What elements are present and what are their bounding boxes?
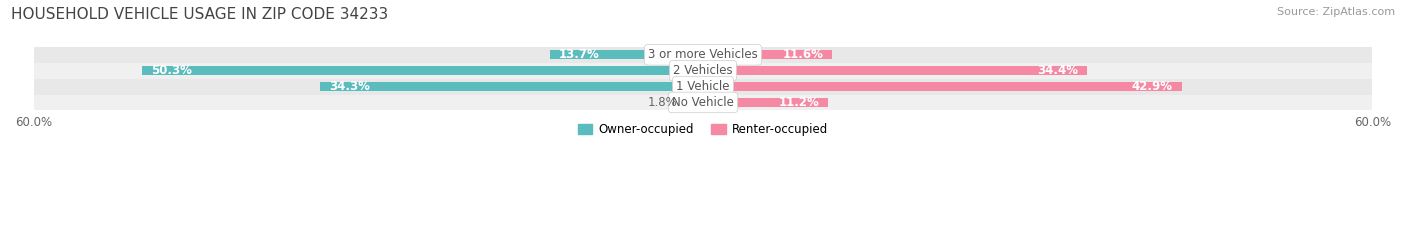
Bar [703, 82, 1181, 91]
Bar [703, 98, 828, 107]
Text: 34.3%: 34.3% [329, 80, 370, 93]
Text: 34.4%: 34.4% [1036, 64, 1078, 77]
Text: 42.9%: 42.9% [1132, 80, 1173, 93]
Bar [34, 63, 1372, 79]
Bar [34, 95, 1372, 110]
Text: 11.2%: 11.2% [779, 96, 820, 109]
Text: 50.3%: 50.3% [150, 64, 191, 77]
Bar [321, 82, 703, 91]
Text: 1.8%: 1.8% [648, 96, 678, 109]
Bar [550, 51, 703, 59]
Text: 11.6%: 11.6% [783, 48, 824, 61]
Legend: Owner-occupied, Renter-occupied: Owner-occupied, Renter-occupied [574, 118, 832, 141]
Text: HOUSEHOLD VEHICLE USAGE IN ZIP CODE 34233: HOUSEHOLD VEHICLE USAGE IN ZIP CODE 3423… [11, 7, 388, 22]
Text: 1 Vehicle: 1 Vehicle [676, 80, 730, 93]
Text: 2 Vehicles: 2 Vehicles [673, 64, 733, 77]
Bar [703, 66, 1087, 75]
Text: 13.7%: 13.7% [560, 48, 600, 61]
Bar [142, 66, 703, 75]
Text: 3 or more Vehicles: 3 or more Vehicles [648, 48, 758, 61]
Bar [703, 51, 832, 59]
Bar [34, 79, 1372, 95]
Bar [683, 98, 703, 107]
Text: Source: ZipAtlas.com: Source: ZipAtlas.com [1277, 7, 1395, 17]
Bar [34, 47, 1372, 63]
Text: No Vehicle: No Vehicle [672, 96, 734, 109]
